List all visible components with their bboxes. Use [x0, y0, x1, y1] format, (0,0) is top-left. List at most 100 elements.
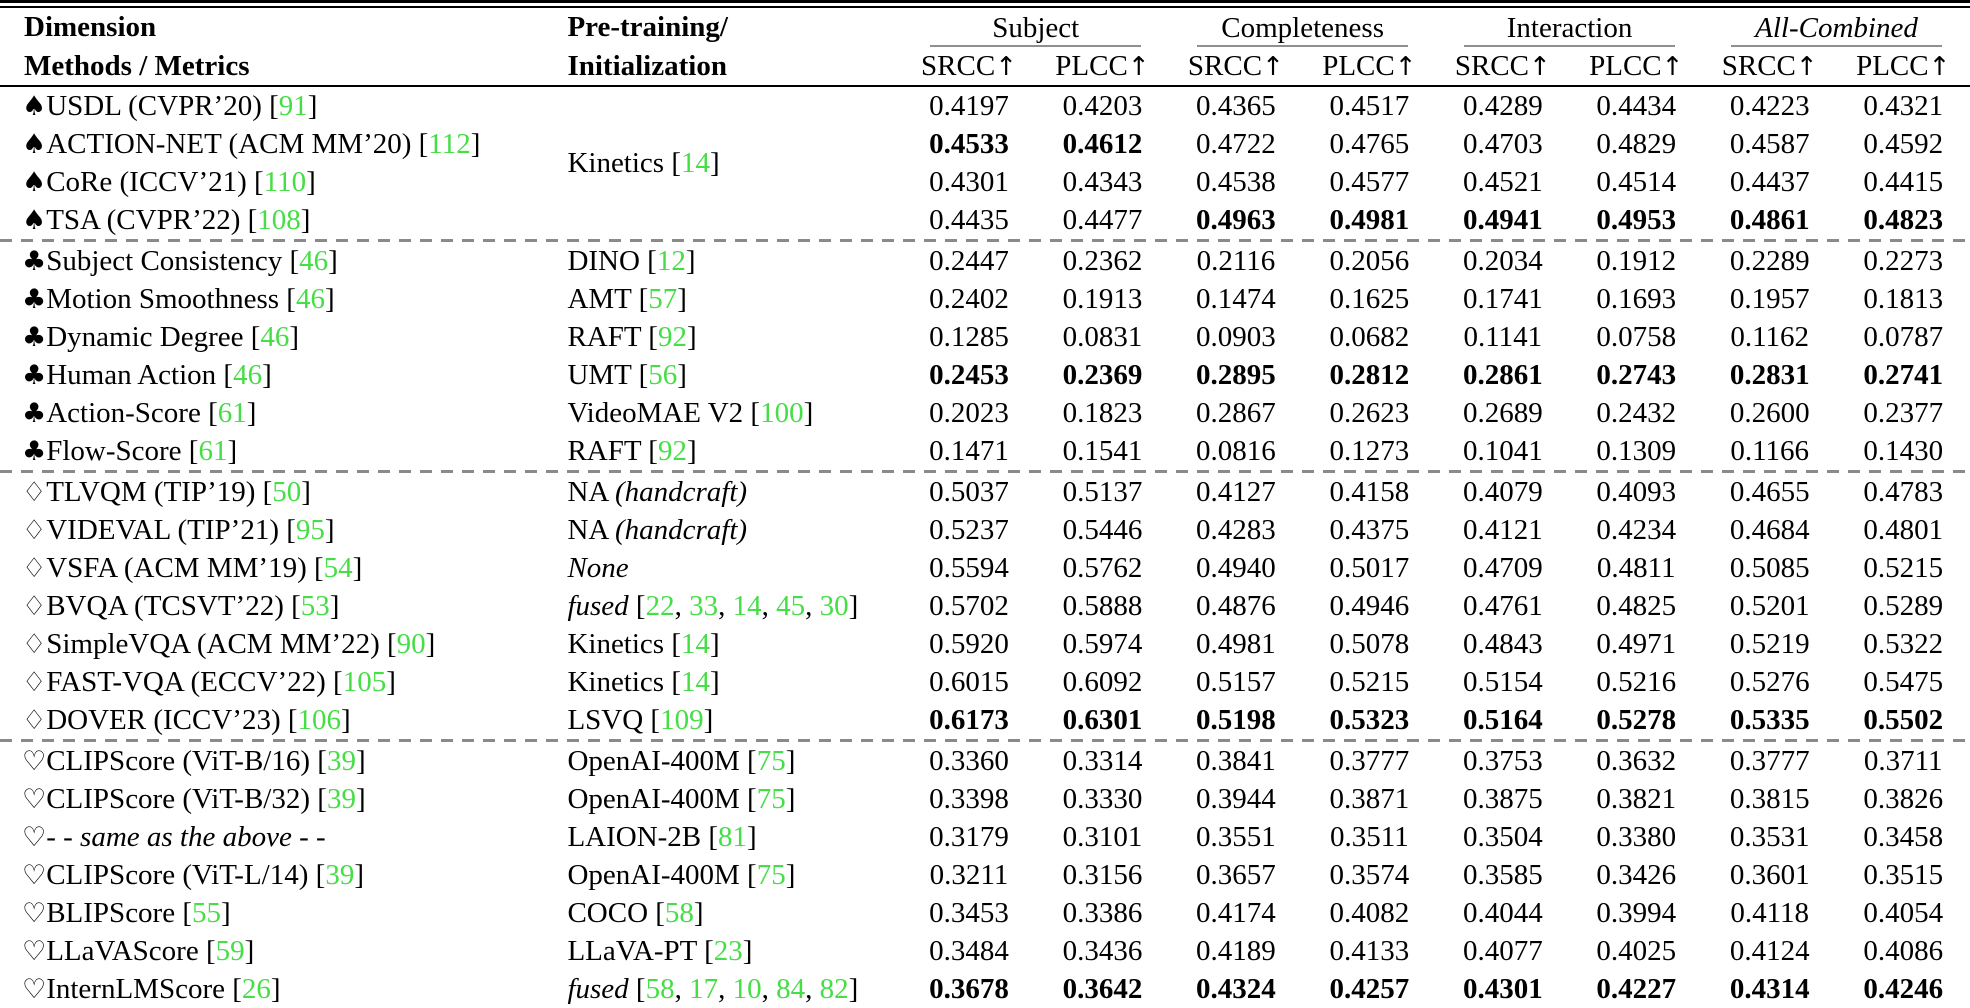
suit-icon: ♢ — [22, 666, 47, 698]
score-cell: 0.3511 — [1330, 820, 1409, 853]
score-cell: 0.5216 — [1596, 665, 1677, 698]
header-row-groups: Dimension Pre-training/ Subject Complete… — [0, 8, 1970, 48]
group-separator-line — [0, 739, 1970, 742]
score-cell: 0.3386 — [1062, 896, 1143, 929]
score-cell: 0.3994 — [1596, 896, 1677, 929]
table-row: ♣Motion Smoothness [46] AMT [57] 0.2402 0.1… — [0, 280, 1970, 318]
metric-header-srcc: SRCC↑ — [1703, 48, 1837, 87]
citation-number: 61 — [217, 396, 247, 429]
score-cell: 0.2447 — [929, 244, 1009, 277]
citation-number: 92 — [657, 320, 687, 353]
score-cell: 0.3815 — [1729, 782, 1810, 815]
citation-number: 17 — [689, 972, 719, 1005]
score-cell: 0.4082 — [1329, 896, 1410, 929]
score-cell: 0.3330 — [1062, 782, 1143, 815]
suit-icon: ♢ — [22, 704, 47, 736]
pretraining-cell: COCO [58] — [567, 896, 704, 929]
score-cell: 0.4577 — [1329, 165, 1410, 198]
table-row: ♠CoRe (ICCV’21) [110] 0.4301 0.4343 0.4538 0… — [0, 163, 1970, 201]
header-dimension: Dimension — [24, 11, 157, 44]
citation-number: 39 — [326, 744, 356, 777]
suit-icon: ♣ — [22, 435, 47, 467]
score-cell: 0.2402 — [929, 282, 1009, 315]
pretraining-cell: DINO [12] — [567, 244, 696, 277]
score-cell: 0.5037 — [929, 475, 1009, 508]
suit-icon: ♣ — [22, 359, 47, 391]
method-cell: ♣Dynamic Degree [46] — [22, 320, 300, 353]
group-separator — [0, 739, 1970, 742]
suit-icon: ♢ — [22, 552, 47, 584]
score-cell: 0.6173 — [929, 703, 1009, 736]
score-cell: 0.4517 — [1329, 89, 1410, 122]
score-cell: 0.4783 — [1863, 475, 1944, 508]
score-cell: 0.5762 — [1062, 551, 1143, 584]
table-row: ♢DOVER (ICCV’23) [106] LSVQ [109] 0.6173 0.… — [0, 701, 1970, 739]
score-cell: 0.4801 — [1863, 513, 1944, 546]
table-header: Dimension Pre-training/ Subject Complete… — [0, 8, 1970, 87]
score-cell: 0.2362 — [1062, 244, 1143, 277]
score-cell: 0.4415 — [1863, 165, 1944, 198]
suit-icon: ♠ — [22, 128, 47, 160]
score-cell: 0.1823 — [1062, 396, 1143, 429]
metric-header-plcc: PLCC↑ — [1302, 48, 1437, 87]
citation-number: 112 — [428, 127, 471, 160]
header-methods-metrics: Methods / Metrics — [0, 48, 564, 87]
score-cell: 0.4223 — [1729, 89, 1810, 122]
up-arrow-icon: ↑ — [1262, 52, 1284, 82]
score-cell: 0.3871 — [1329, 782, 1410, 815]
suit-icon: ♢ — [22, 628, 47, 660]
score-cell: 0.3314 — [1062, 744, 1143, 777]
table-row: ♡BLIPScore [55] COCO [58] 0.3453 0.3386 0.41… — [0, 894, 1970, 932]
score-cell: 0.4823 — [1863, 203, 1944, 236]
score-cell: 0.3678 — [929, 972, 1009, 1005]
citation-number: 50 — [272, 475, 302, 508]
citation-number: 82 — [819, 972, 849, 1005]
score-cell: 0.4703 — [1462, 127, 1543, 160]
header-initialization: Initialization — [563, 48, 903, 87]
score-cell: 0.1471 — [929, 434, 1009, 467]
suit-icon: ♣ — [22, 397, 47, 429]
table-row: ♡CLIPScore (ViT-L/14) [39] OpenAI-400M [7… — [0, 856, 1970, 894]
pretraining-cell: OpenAI-400M [75] — [567, 782, 796, 815]
suit-icon: ♢ — [22, 590, 47, 622]
suit-icon: ♡ — [22, 745, 47, 777]
score-cell: 0.5017 — [1329, 551, 1410, 584]
method-cell: ♢DOVER (ICCV’23) [106] — [22, 703, 351, 736]
citation-number: 81 — [718, 820, 748, 853]
pretraining-cell: LLaVA-PT [23] — [567, 934, 753, 967]
score-cell: 0.1430 — [1863, 434, 1944, 467]
header-group-all-combined: All-Combined — [1703, 8, 1970, 48]
score-cell: 0.4301 — [1462, 972, 1543, 1005]
score-cell: 0.3504 — [1462, 820, 1543, 853]
score-cell: 0.4761 — [1462, 589, 1543, 622]
score-cell: 0.1913 — [1062, 282, 1143, 315]
score-cell: 0.4124 — [1729, 934, 1810, 967]
metric-header-srcc: SRCC↑ — [902, 48, 1036, 87]
score-cell: 0.5085 — [1729, 551, 1810, 584]
italic-text: - - same as the above - - — [46, 820, 326, 853]
score-cell: 0.4437 — [1729, 165, 1810, 198]
header-group-completeness: Completeness — [1169, 8, 1436, 48]
score-cell: 0.4289 — [1462, 89, 1543, 122]
score-cell: 0.3101 — [1062, 820, 1143, 853]
score-cell: 0.1957 — [1729, 282, 1810, 315]
table-row: ♡CLIPScore (ViT-B/32) [39] OpenAI-400M [7… — [0, 780, 1970, 818]
score-cell: 0.4203 — [1062, 89, 1143, 122]
score-cell: 0.0903 — [1196, 320, 1276, 353]
score-cell: 0.3642 — [1062, 972, 1143, 1005]
citation-number: 14 — [681, 627, 710, 660]
citation-number: 26 — [241, 972, 271, 1005]
score-cell: 0.4940 — [1196, 551, 1276, 584]
method-cell: ♣Subject Consistency [46] — [22, 244, 338, 277]
score-cell: 0.4079 — [1462, 475, 1543, 508]
score-cell: 0.5154 — [1462, 665, 1543, 698]
score-cell: 0.1474 — [1196, 282, 1276, 315]
table-row: ♢TLVQM (TIP’19) [50] NA (handcraft) 0.5037… — [0, 473, 1970, 511]
score-cell: 0.3826 — [1863, 782, 1944, 815]
method-cell: ♣Flow-Score [61] — [22, 434, 238, 467]
score-cell: 0.4971 — [1596, 627, 1677, 660]
score-cell: 0.4118 — [1730, 896, 1810, 929]
score-cell: 0.5219 — [1729, 627, 1810, 660]
pretraining-cell: fused [58, 17, 10, 84, 82] — [567, 972, 859, 1005]
score-cell: 0.3841 — [1196, 744, 1276, 777]
